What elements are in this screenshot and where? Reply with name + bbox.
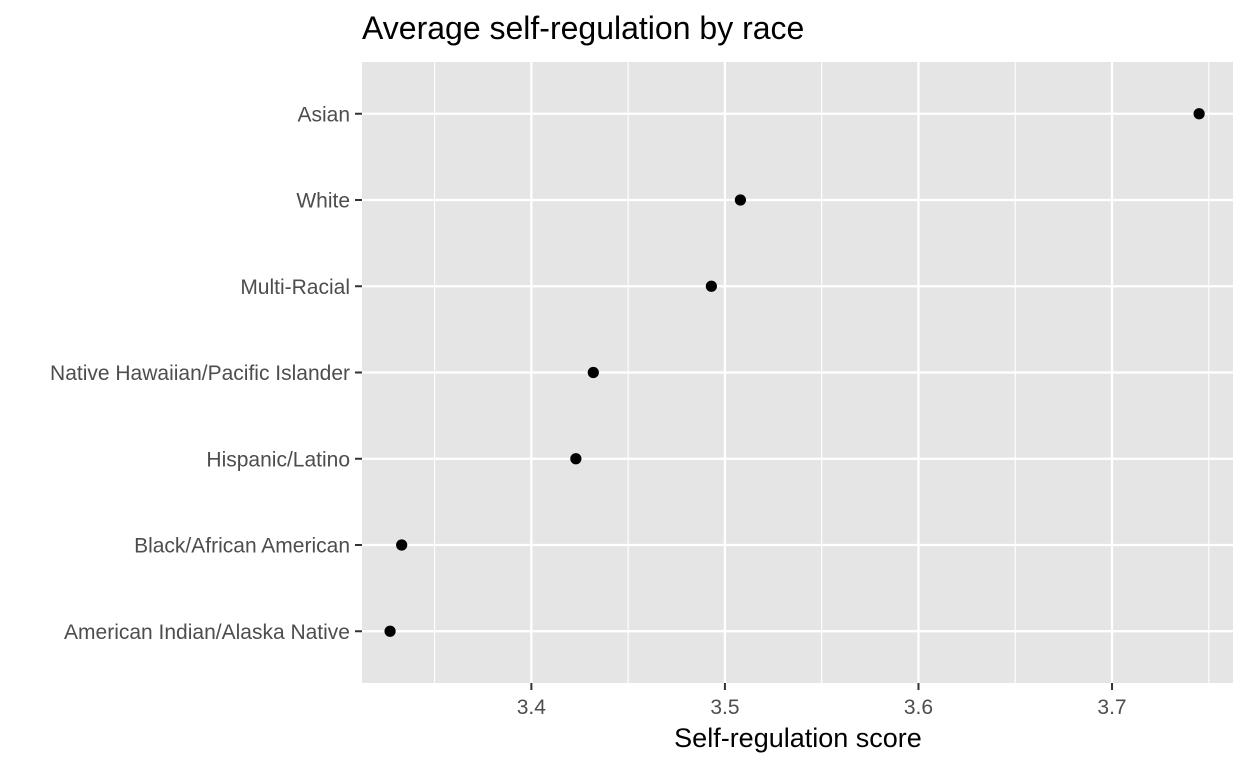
y-axis: American Indian/Alaska Native Black/Afric…: [50, 103, 362, 644]
major-gridlines: [362, 62, 1233, 683]
data-point: [705, 280, 717, 292]
y-tick-label: Native Hawaiian/Pacific Islander: [50, 362, 350, 385]
y-tick-label: American Indian/Alaska Native: [64, 621, 350, 644]
data-point: [734, 194, 747, 206]
x-tick-label: 3.7: [1097, 696, 1126, 719]
y-tick-label: White: [296, 190, 350, 213]
y-tick-label: Multi-Racial: [240, 276, 350, 299]
x-tick-label: 3.6: [904, 696, 933, 719]
data-point: [587, 366, 599, 379]
x-tick-label: 3.4: [517, 696, 547, 719]
chart-title: Average self-regulation by race: [362, 10, 804, 46]
data-point: [570, 453, 582, 465]
x-axis: 3.4 3.5 3.6 3.7: [517, 683, 1127, 719]
y-tick-label: Hispanic/Latino: [206, 448, 350, 471]
data-point: [1193, 108, 1205, 120]
data-point: [396, 539, 408, 551]
y-tick-label: Black/African American: [134, 535, 350, 558]
data-point: [384, 625, 396, 637]
data-points: [384, 108, 1205, 637]
y-tick-label: Asian: [297, 103, 350, 126]
x-tick-label: 3.5: [710, 696, 739, 719]
x-axis-title: Self-regulation score: [674, 723, 922, 753]
